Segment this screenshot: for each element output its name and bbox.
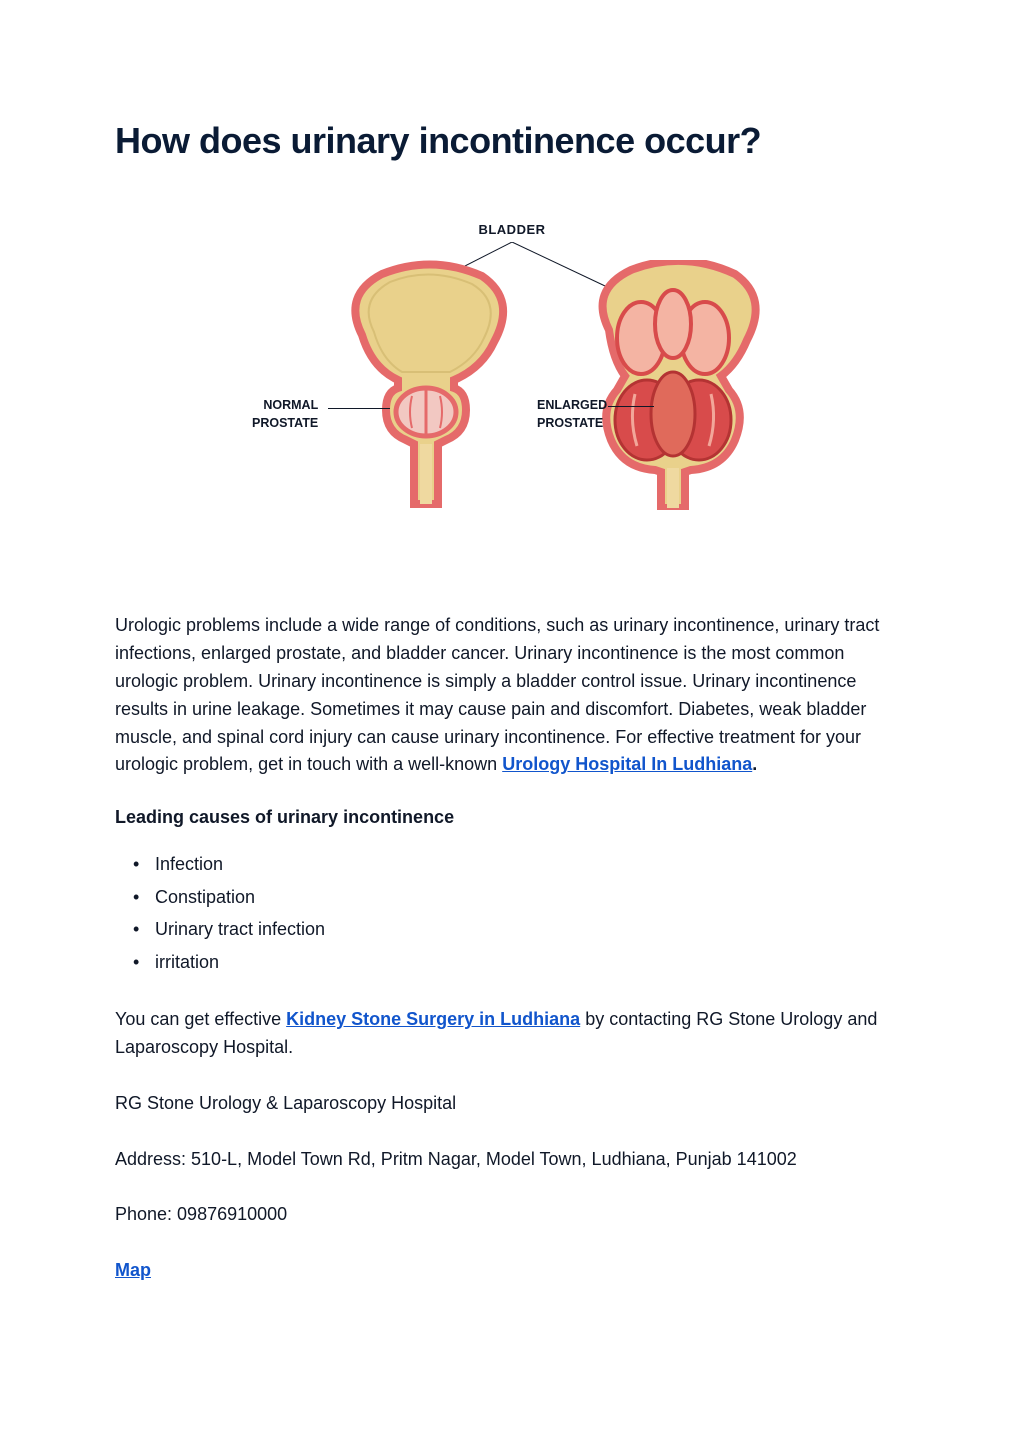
address-line: Address: 510-L, Model Town Rd, Pritm Nag… [115,1146,909,1174]
hospital-name: RG Stone Urology & Laparoscopy Hospital [115,1090,909,1118]
list-item: Infection [155,848,909,880]
enlarged-prostate-illustration [587,260,767,510]
causes-heading: Leading causes of urinary incontinence [115,807,909,828]
list-item: Constipation [155,881,909,913]
map-link[interactable]: Map [115,1260,151,1280]
enlarged-prostate-label: ENLARGED PROSTATE [537,397,607,432]
prostate-diagram: BLADDER NORMAL PROSTATE ENLARGED PROSTA [232,222,792,522]
map-link-line: Map [115,1257,909,1285]
intro-paragraph: Urologic problems include a wide range o… [115,612,909,779]
kidney-stone-link[interactable]: Kidney Stone Surgery in Ludhiana [286,1009,580,1029]
urology-hospital-link[interactable]: Urology Hospital In Ludhiana [502,754,752,774]
phone-line: Phone: 09876910000 [115,1201,909,1229]
outro-paragraph: You can get effective Kidney Stone Surge… [115,1006,909,1062]
list-item: irritation [155,946,909,978]
normal-prostate-illustration [342,260,512,510]
normal-prostate-label: NORMAL PROSTATE [252,397,318,432]
bladder-label: BLADDER [478,222,545,237]
normal-pointer-line [328,408,390,409]
page-title: How does urinary incontinence occur? [115,120,909,162]
list-item: Urinary tract infection [155,913,909,945]
causes-list: Infection Constipation Urinary tract inf… [115,848,909,978]
enlarged-pointer-line [608,406,654,407]
